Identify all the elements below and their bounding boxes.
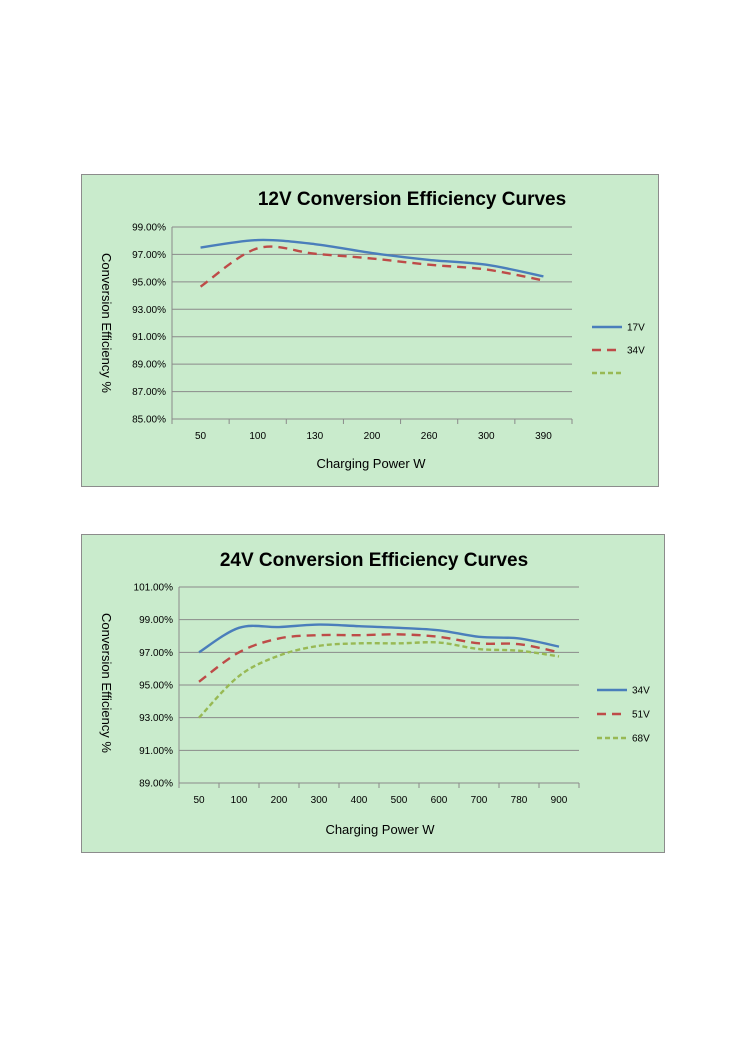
chart-24v-svg: 24V Conversion Efficiency Curves Chargin… — [99, 550, 650, 837]
y-tick-label: 99.00% — [132, 223, 166, 234]
y-tick-label: 97.00% — [132, 250, 166, 261]
chart-title: 12V Conversion Efficiency Curves — [258, 189, 566, 210]
x-tick-label: 780 — [511, 795, 528, 806]
x-tick-label: 300 — [311, 795, 328, 806]
x-tick-label: 50 — [195, 431, 207, 442]
y-tick-label: 91.00% — [132, 332, 166, 343]
legend-label: 34V — [627, 346, 645, 357]
legend-label: 34V — [632, 686, 650, 697]
x-tick-label: 600 — [431, 795, 448, 806]
y-tick-label: 97.00% — [139, 648, 173, 659]
y-tick-label: 101.00% — [134, 583, 174, 594]
series-line-51V — [198, 633, 560, 683]
y-tick-label: 89.00% — [139, 779, 173, 790]
x-tick-label: 100 — [249, 431, 266, 442]
x-tick-label: 390 — [535, 431, 552, 442]
series-line-68V — [198, 641, 560, 719]
legend-label: 68V — [632, 734, 650, 745]
x-tick-label: 130 — [307, 431, 324, 442]
y-tick-label: 93.00% — [139, 713, 173, 724]
y-tick-label: 95.00% — [132, 277, 166, 288]
series-line-34V — [199, 245, 544, 288]
x-tick-label: 700 — [471, 795, 488, 806]
chart-24v: 24V Conversion Efficiency Curves Chargin… — [81, 534, 665, 853]
y-tick-label: 89.00% — [132, 360, 166, 371]
y-tick-label: 93.00% — [132, 305, 166, 316]
y-tick-label: 87.00% — [132, 387, 166, 398]
series-line-34V — [198, 623, 560, 654]
x-tick-label: 500 — [391, 795, 408, 806]
chart-12v-svg: 12V Conversion Efficiency Curves Chargin… — [99, 189, 645, 471]
legend-label: 51V — [632, 710, 650, 721]
x-axis-label: Charging Power W — [325, 822, 435, 837]
x-axis-label: Charging Power W — [316, 456, 426, 471]
x-tick-label: 900 — [551, 795, 568, 806]
x-tick-label: 260 — [421, 431, 438, 442]
y-axis-label: Conversion Efficiency % — [99, 253, 114, 393]
legend-label: 17V — [627, 323, 645, 334]
y-axis-label: Conversion Efficiency % — [99, 613, 114, 753]
y-tick-label: 95.00% — [139, 681, 173, 692]
x-tick-label: 50 — [193, 795, 205, 806]
chart-title: 24V Conversion Efficiency Curves — [220, 550, 528, 571]
x-tick-label: 200 — [364, 431, 381, 442]
x-tick-label: 300 — [478, 431, 495, 442]
y-tick-label: 99.00% — [139, 615, 173, 626]
y-tick-label: 85.00% — [132, 415, 166, 426]
x-tick-label: 400 — [351, 795, 368, 806]
x-tick-label: 200 — [271, 795, 288, 806]
series-line-17V — [200, 238, 544, 278]
chart-12v: 12V Conversion Efficiency Curves Chargin… — [81, 174, 659, 487]
x-tick-label: 100 — [231, 795, 248, 806]
y-tick-label: 91.00% — [139, 746, 173, 757]
